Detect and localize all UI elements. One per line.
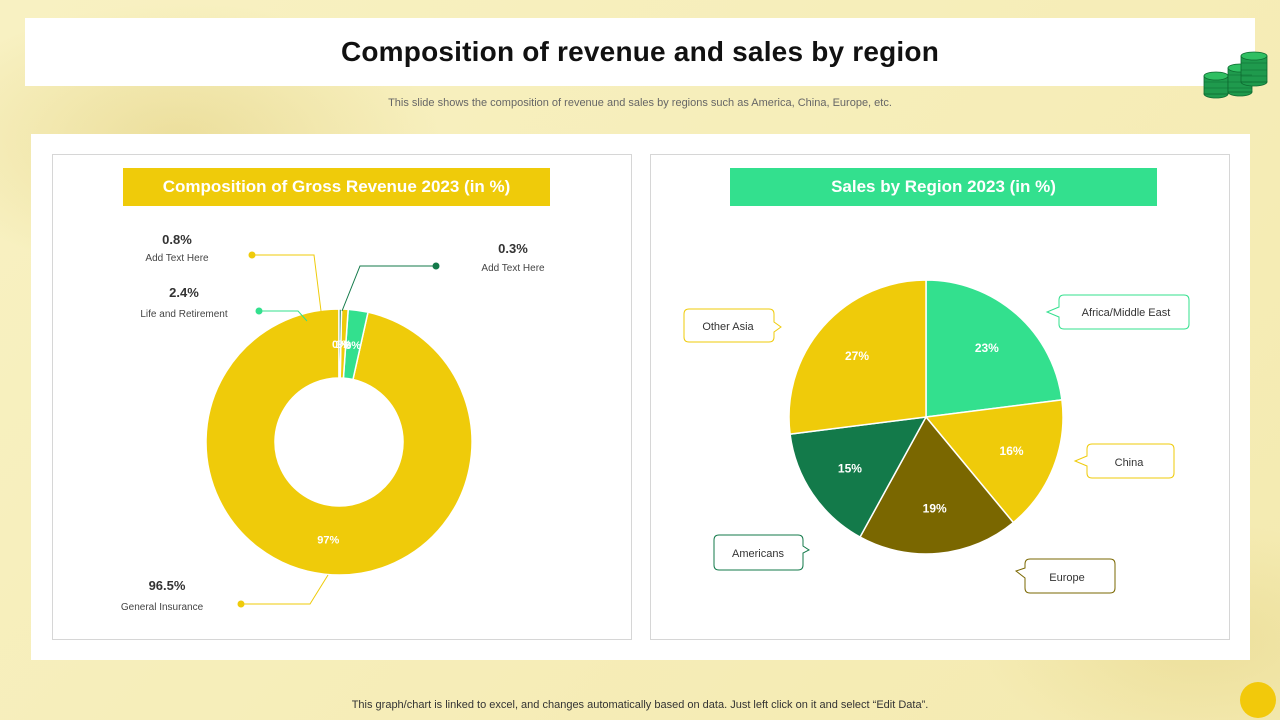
sales-slice-africa-middle-east[interactable]	[925, 279, 1063, 418]
callout-value: 0.8%	[162, 232, 192, 247]
callout-americans: Americans	[713, 534, 810, 571]
revenue-donut-chart: 97% 3%1%0% 0.8% Add Text Here 0.3% Add Te…	[121, 232, 545, 613]
revenue-slice-3[interactable]	[338, 308, 343, 379]
content-area: Composition of Gross Revenue 2023 (in %)…	[31, 134, 1250, 660]
sales-slice-other-asia[interactable]	[788, 279, 927, 436]
sales-data-label: 23%	[975, 341, 999, 355]
category-label: Other Asia	[702, 321, 754, 333]
sales-slice-europe[interactable]	[858, 415, 1015, 555]
sales-data-label: 19%	[923, 502, 947, 516]
slide-title: Composition of revenue and sales by regi…	[340, 36, 940, 67]
sales-data-label: 15%	[838, 462, 862, 476]
callout-china: China	[1073, 443, 1175, 479]
callout-other-asia: Other Asia	[683, 308, 782, 343]
sales-slice-china[interactable]	[924, 398, 1064, 524]
coin-stack-icon	[1203, 51, 1268, 99]
callout-marker	[255, 307, 263, 315]
sales-pie-chart: 23% 16% 19% 15% 27% Other Asia Africa/Middle…	[683, 279, 1190, 594]
callout-general-insurance: 96.5% General Insurance	[121, 574, 329, 613]
callout-value: 0.3%	[498, 241, 528, 256]
callout-add-text-1: 0.8% Add Text Here	[145, 232, 322, 312]
revenue-data-label: 1%	[335, 339, 351, 351]
callout-value: 96.5%	[149, 578, 186, 593]
callout-life-retirement: 2.4% Life and Retirement	[140, 285, 308, 322]
category-label: Africa/Middle East	[1082, 307, 1171, 319]
callout-text: General Insurance	[121, 602, 204, 613]
sales-data-label: 27%	[845, 349, 869, 363]
category-label: Europe	[1049, 572, 1084, 584]
revenue-slice-1[interactable]	[342, 308, 369, 381]
callout-text: Add Text Here	[481, 263, 545, 274]
decorative-circle	[1240, 682, 1276, 718]
slide-subtitle: This slide shows the composition of reve…	[388, 97, 892, 109]
revenue-data-label: 97%	[317, 534, 339, 546]
revenue-data-label: 0%	[332, 339, 348, 351]
callout-add-text-2: 0.3% Add Text Here	[341, 241, 545, 312]
callout-africa-middle-east: Africa/Middle East	[1045, 294, 1190, 330]
sales-data-label: 16%	[1000, 444, 1024, 458]
callout-europe: Europe	[1014, 558, 1116, 594]
slide-footer: This graph/chart is linked to excel, and…	[351, 699, 929, 711]
category-label: Americans	[732, 548, 784, 560]
callout-marker	[432, 262, 440, 270]
callout-value: 2.4%	[169, 285, 199, 300]
revenue-slice-0[interactable]	[205, 308, 473, 576]
sales-panel: Sales by Region 2023 (in %) 23% 16% 19% 15%…	[650, 154, 1230, 640]
title-bar: Composition of revenue and sales by regi…	[25, 18, 1255, 86]
revenue-panel: Composition of Gross Revenue 2023 (in %)…	[52, 154, 632, 640]
callout-text: Add Text Here	[145, 253, 209, 264]
callout-marker	[248, 251, 256, 259]
category-label: China	[1115, 457, 1145, 469]
callout-text: Life and Retirement	[140, 309, 227, 320]
revenue-data-label: 3%	[345, 340, 361, 352]
callout-marker	[237, 600, 245, 608]
revenue-chart-title: Composition of Gross Revenue 2023 (in %)	[123, 168, 550, 206]
sales-chart-title: Sales by Region 2023 (in %)	[730, 168, 1157, 206]
sales-slice-americans[interactable]	[789, 416, 928, 539]
